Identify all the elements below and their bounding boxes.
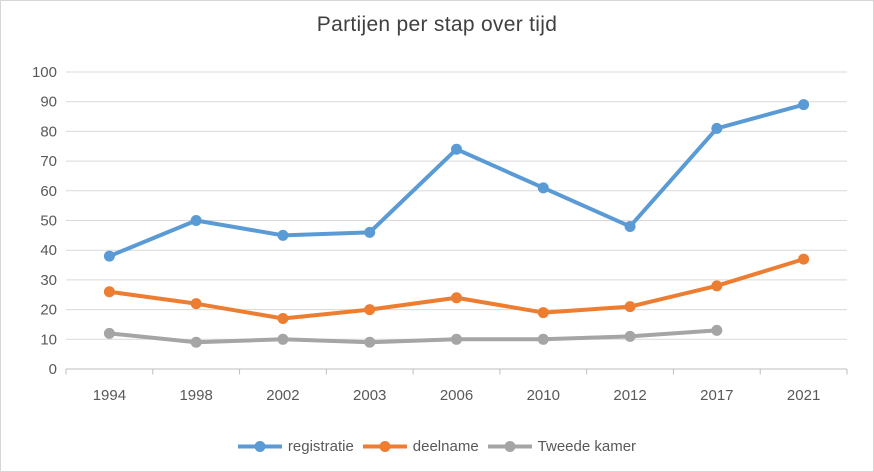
y-tick-label: 70	[40, 153, 57, 170]
y-tick-label: 90	[40, 94, 57, 111]
legend-label: Tweede kamer	[537, 438, 637, 455]
series-marker-deelname	[537, 307, 549, 319]
legend-marker-icon	[362, 441, 407, 452]
y-tick-label: 60	[40, 183, 57, 200]
x-tick-label: 2017	[700, 387, 733, 404]
series-marker-tweede-kamer	[364, 336, 376, 348]
series-marker-registratie	[624, 220, 636, 232]
series-marker-registratie	[103, 250, 115, 262]
legend-item-registratie: registratie	[237, 438, 354, 455]
series-marker-registratie	[190, 215, 202, 226]
series-marker-registratie	[364, 226, 376, 238]
series-marker-tweede-kamer	[537, 333, 549, 345]
series-marker-registratie	[451, 143, 462, 155]
legend-label: deelname	[412, 438, 479, 455]
legend-label: registratie	[287, 438, 354, 455]
x-tick-label: 1994	[93, 387, 126, 404]
series-line-registratie	[107, 102, 806, 259]
y-tick-label: 20	[40, 302, 57, 319]
series-marker-registratie	[537, 182, 549, 194]
series-marker-tweede-kamer	[277, 333, 289, 345]
series-marker-deelname	[277, 313, 289, 325]
y-tick-label: 80	[40, 123, 57, 140]
x-tick-label: 2012	[613, 387, 646, 404]
legend-marker-icon	[487, 441, 532, 452]
series-marker-tweede-kamer	[103, 327, 115, 339]
y-tick-label: 10	[40, 331, 57, 348]
series-marker-tweede-kamer	[451, 333, 462, 345]
x-tick-label: 2006	[440, 387, 473, 404]
x-tick-label: 1998	[179, 387, 212, 404]
x-tick-label: 2003	[353, 387, 386, 404]
series-marker-deelname	[190, 298, 202, 310]
legend-marker-icon	[237, 441, 282, 452]
series-marker-registratie	[798, 99, 810, 111]
series-marker-deelname	[103, 286, 115, 298]
series-marker-tweede-kamer	[190, 336, 202, 348]
x-tick-label: 2021	[787, 387, 820, 404]
legend-item-tweede-kamer: Tweede kamer	[487, 438, 637, 455]
series-marker-deelname	[798, 253, 810, 265]
y-tick-label: 30	[40, 272, 57, 289]
y-tick-label: 100	[32, 64, 57, 81]
series-marker-deelname	[451, 292, 462, 304]
series-marker-tweede-kamer	[711, 324, 723, 336]
x-tick-label: 2002	[266, 387, 299, 404]
y-tick-label: 50	[40, 213, 57, 230]
x-tick-label: 2010	[527, 387, 560, 404]
legend: registratie deelname Tweede kamer	[1, 438, 873, 455]
series-marker-registratie	[711, 122, 723, 134]
series-line-tweede-kamer	[107, 328, 719, 345]
series-marker-deelname	[624, 301, 636, 313]
chart-title: Partijen per stap over tijd	[316, 13, 558, 36]
series-marker-deelname	[711, 280, 723, 292]
y-tick-label: 40	[40, 242, 57, 259]
series-marker-deelname	[364, 304, 376, 316]
series-marker-tweede-kamer	[624, 330, 636, 342]
y-tick-label: 0	[49, 361, 57, 378]
series-marker-registratie	[277, 229, 289, 241]
legend-item-deelname: deelname	[362, 438, 479, 455]
